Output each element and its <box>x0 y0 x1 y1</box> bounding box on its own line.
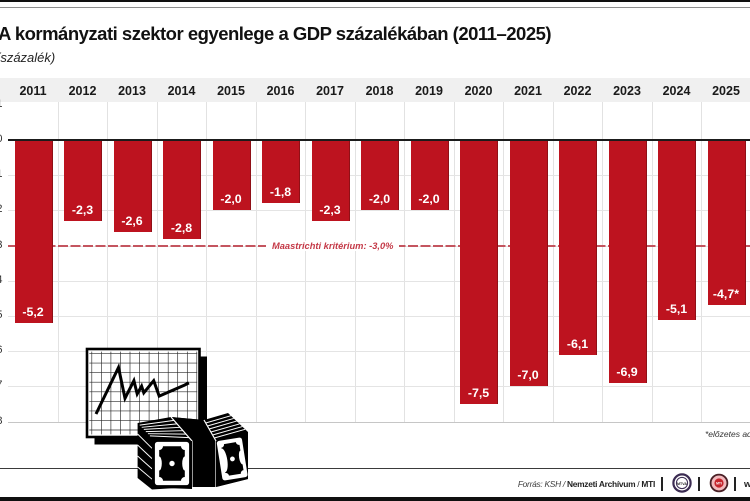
svg-text:MTVA: MTVA <box>677 482 687 486</box>
svg-text:MTI: MTI <box>716 481 722 485</box>
